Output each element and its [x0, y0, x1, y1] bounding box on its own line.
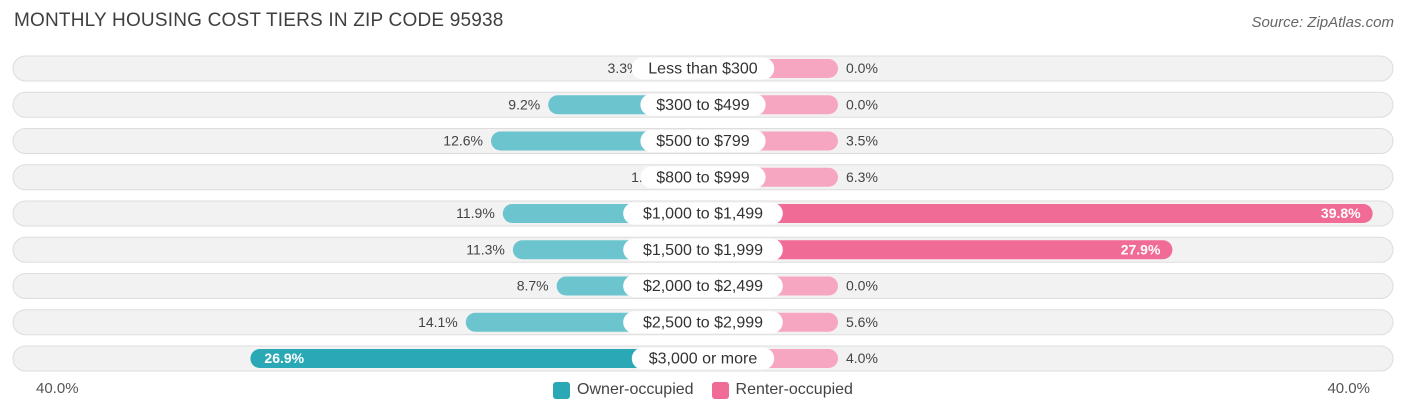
category-pill	[623, 238, 783, 261]
category-label: $2,500 to $2,999	[643, 314, 763, 331]
category-label: $800 to $999	[656, 169, 750, 186]
owner-value-label: 8.7%	[517, 278, 549, 294]
category-pill	[631, 57, 775, 80]
category-label: Less than $300	[648, 61, 758, 78]
legend-item-owner[interactable]: Owner-occupied	[553, 379, 694, 401]
category-label: $2,000 to $2,499	[643, 278, 763, 295]
owner-value-label: 9.2%	[508, 96, 540, 112]
category-pill	[640, 166, 766, 189]
axis-left-label: 40.0%	[36, 380, 79, 397]
renter-value-label: 3.5%	[846, 133, 878, 149]
owner-value-label: 11.3%	[466, 241, 505, 257]
owner-value-label: 12.6%	[443, 133, 483, 149]
renter-value-label: 0.0%	[846, 60, 878, 76]
chart-title: MONTHLY HOUSING COST TIERS IN ZIP CODE 9…	[14, 10, 504, 31]
legend-label-renter: Renter-occupied	[735, 381, 853, 398]
renter-value-label: 27.9%	[1121, 241, 1161, 257]
axis-right-label: 40.0%	[1327, 380, 1370, 397]
category-label: $500 to $799	[656, 133, 750, 150]
category-pill	[640, 130, 766, 152]
owner-bar	[250, 349, 715, 368]
legend-label-owner: Owner-occupied	[577, 381, 694, 398]
source-label: Source: ZipAtlas.com	[1251, 14, 1394, 31]
renter-value-label: 0.0%	[846, 96, 878, 112]
renter-value-label: 5.6%	[846, 314, 878, 330]
category-label: $1,000 to $1,499	[643, 206, 763, 223]
category-label: $1,500 to $1,999	[643, 242, 763, 259]
owner-value-label: 26.9%	[264, 350, 304, 366]
renter-value-label: 4.0%	[846, 350, 878, 366]
chart-svg: 3.3% 0.0% Less than $300 9.2% 0.0% $300 to $4…	[12, 55, 1394, 372]
category-pill	[623, 311, 783, 334]
category-label: $3,000 or more	[649, 351, 758, 368]
category-pill	[631, 347, 775, 370]
renter-bar	[691, 204, 1373, 223]
owner-value-label: 3.3%	[608, 60, 640, 76]
legend: Owner-occupied Renter-occupied	[0, 379, 1406, 401]
owner-value-label: 14.1%	[418, 314, 458, 330]
renter-value-label: 39.8%	[1321, 205, 1361, 221]
category-label: $300 to $499	[656, 97, 750, 114]
legend-swatch-renter	[711, 381, 729, 399]
category-pill	[640, 93, 766, 116]
renter-value-label: 0.0%	[846, 278, 878, 294]
owner-value-label: 11.9%	[456, 205, 495, 221]
category-pill	[623, 202, 783, 225]
renter-bar	[691, 240, 1173, 260]
category-pill	[623, 275, 783, 297]
renter-value-label: 6.3%	[846, 169, 878, 185]
legend-item-renter[interactable]: Renter-occupied	[711, 379, 853, 401]
legend-swatch-owner	[553, 381, 571, 399]
